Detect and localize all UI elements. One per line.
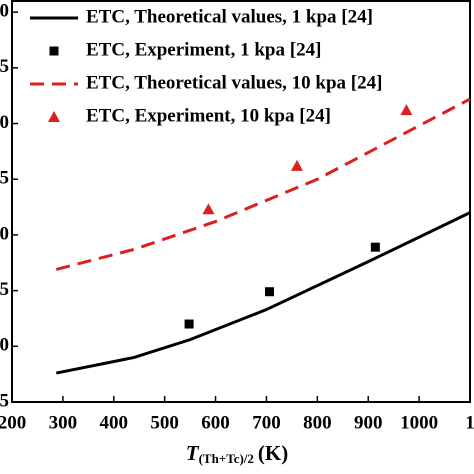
- x-tick-label: 800: [303, 412, 332, 433]
- y-tick-label: 0: [0, 335, 9, 356]
- marker: [400, 104, 413, 116]
- x-tick-label: 1: [465, 412, 474, 433]
- legend-label: ETC, Experiment, 10 kpa [24]: [86, 105, 331, 126]
- y-tick-label: 0: [0, 112, 9, 133]
- marker: [370, 242, 380, 252]
- series-line: [55, 97, 471, 271]
- x-tick-label: 500: [150, 412, 179, 433]
- legend-swatch: [49, 46, 59, 56]
- legend-label: ETC, Theoretical values, 1 kpa [24]: [86, 6, 373, 27]
- legend-swatch: [48, 111, 60, 122]
- x-tick-label: 700: [252, 412, 281, 433]
- legend-label: ETC, Experiment, 1 kpa [24]: [86, 39, 321, 60]
- plot-frame: [11, 0, 471, 403]
- series-line: [55, 211, 471, 375]
- x-tick-label: 200: [0, 412, 26, 433]
- x-tick-label: 400: [100, 412, 129, 433]
- y-tick-label: 5: [0, 390, 9, 411]
- marker: [264, 287, 274, 297]
- x-tick-label: 900: [354, 412, 383, 433]
- legend-label: ETC, Theoretical values, 10 kpa [24]: [86, 72, 382, 93]
- x-label-sub: (Th+Tc)/2: [199, 451, 254, 466]
- y-tick-label: 5: [0, 168, 9, 189]
- x-label-unit: (K): [258, 441, 288, 465]
- x-tick-label: 300: [49, 412, 78, 433]
- marker: [202, 203, 215, 215]
- x-tick-label: 600: [201, 412, 230, 433]
- x-tick-label: 1000: [400, 412, 438, 433]
- x-axis-label: T(Th+Tc)/2 (K): [186, 441, 288, 466]
- marker: [184, 319, 194, 329]
- y-tick-label: 5: [0, 56, 9, 77]
- y-tick-label: 5: [0, 279, 9, 300]
- marker: [290, 159, 303, 171]
- y-tick-label: 0: [0, 223, 9, 244]
- y-tick-label: 0: [0, 0, 9, 21]
- x-label-main: T: [186, 441, 200, 465]
